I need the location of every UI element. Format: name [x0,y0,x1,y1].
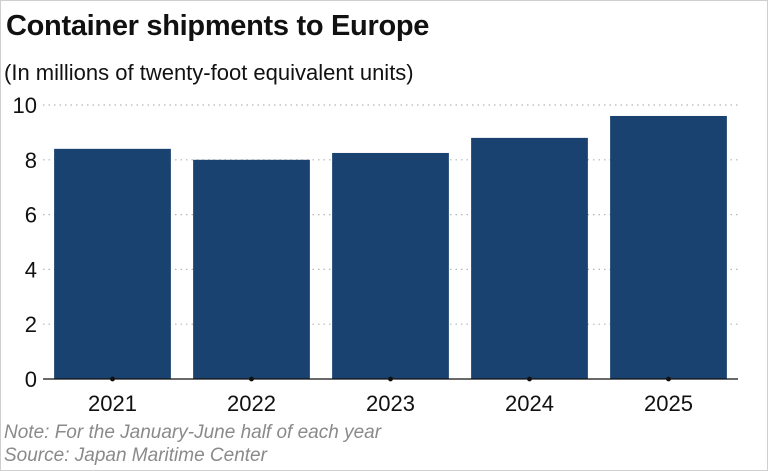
y-tick-label: 0 [25,367,37,392]
chart-note: Note: For the January-June half of each … [4,422,382,443]
x-tick-label: 2021 [88,391,137,416]
chart-source: Source: Japan Maritime Center [4,445,267,466]
y-axis-ticks: 0 2 4 6 8 10 [13,93,37,392]
bars [54,115,727,380]
bar-2023 [332,152,449,379]
x-tick-mark [388,376,393,382]
x-tick-label: 2023 [366,391,415,416]
bar-2021 [54,148,171,379]
y-tick-label: 4 [25,257,37,282]
y-tick-label: 8 [25,148,37,173]
x-tick-label: 2024 [505,391,554,416]
x-tick-mark [110,376,115,382]
x-axis-ticks: 2021 2022 2023 2024 2025 [88,376,693,416]
bar-2025 [610,115,727,380]
chart-title: Container shipments to Europe [6,10,430,42]
chart-subtitle: (In millions of twenty-foot equivalent u… [4,60,414,85]
x-tick-label: 2022 [227,391,276,416]
bar-2022 [193,159,310,379]
x-tick-mark [666,376,671,382]
y-tick-label: 2 [25,312,37,337]
bar-2024 [471,137,588,379]
x-tick-mark [527,376,532,382]
x-tick-label: 2025 [644,391,693,416]
x-tick-mark [249,376,254,382]
y-tick-label: 6 [25,203,37,228]
y-tick-label: 10 [13,93,37,118]
